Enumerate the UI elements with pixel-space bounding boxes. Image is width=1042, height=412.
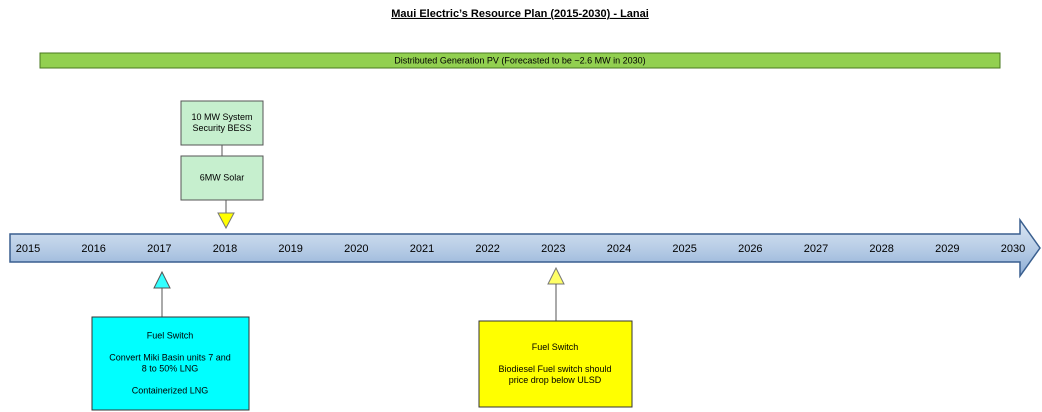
year-label: 2019 (278, 243, 302, 255)
year-label: 2029 (935, 243, 959, 255)
year-label: 2027 (804, 243, 828, 255)
timeline-arrow (9, 217, 1041, 279)
year-label: 2015 (16, 243, 40, 255)
banner-text: Distributed Generation PV (Forecasted to… (394, 55, 645, 65)
year-label: 2022 (475, 243, 499, 255)
year-label: 2021 (410, 243, 434, 255)
box-text: Fuel Switch (147, 330, 194, 340)
year-label: 2017 (147, 243, 171, 255)
year-label: 2016 (81, 243, 105, 255)
box-text: Convert Miki Basin units 7 and (109, 352, 231, 362)
box-text: Security BESS (192, 123, 251, 133)
bess-box (180, 100, 264, 146)
box-text: Biodiesel Fuel switch should (498, 364, 611, 374)
fuel-box (478, 320, 633, 408)
marker (547, 266, 565, 285)
title: Maui Electric’s Resource Plan (2015-2030… (391, 8, 649, 20)
box-text: Fuel Switch (532, 342, 579, 352)
year-label: 2020 (344, 243, 368, 255)
year-label: 2018 (213, 243, 237, 255)
box-text: 6MW Solar (200, 172, 245, 182)
box-text: Containerized LNG (132, 385, 209, 395)
marker (217, 212, 235, 230)
marker (153, 270, 171, 289)
box-text: price drop below ULSD (509, 375, 602, 385)
solar-box (180, 155, 264, 201)
year-label: 2025 (672, 243, 696, 255)
fuel-box (91, 316, 250, 411)
year-label: 2028 (869, 243, 893, 255)
year-label: 2026 (738, 243, 762, 255)
box-text: 8 to 50% LNG (142, 363, 199, 373)
year-label: 2023 (541, 243, 565, 255)
year-label: 2024 (607, 243, 631, 255)
banner-bar (39, 52, 1001, 69)
box-text: 10 MW System (191, 112, 252, 122)
year-label: 2030 (1001, 243, 1025, 255)
